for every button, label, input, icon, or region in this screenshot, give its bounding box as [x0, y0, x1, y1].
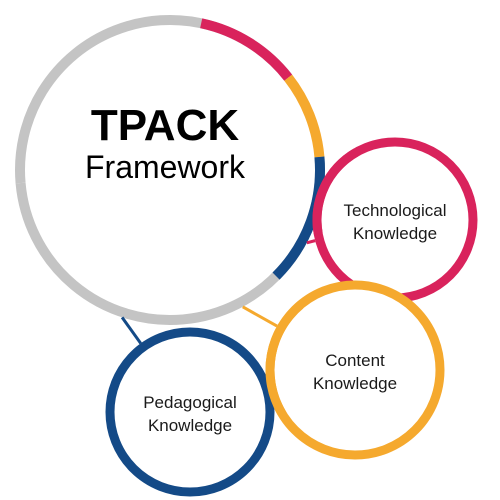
connector-tech: [307, 241, 315, 243]
tpack-diagram: TechnologicalKnowledgeContentKnowledgePe…: [0, 0, 500, 500]
title-line1: TPACK: [91, 101, 240, 150]
node-label1-content: Content: [325, 351, 385, 370]
node-label2-pedag: Knowledge: [148, 416, 232, 435]
connector-content: [243, 307, 277, 326]
node-ring-pedag: [110, 332, 270, 492]
node-label1-pedag: Pedagogical: [143, 393, 237, 412]
node-label2-content: Knowledge: [313, 374, 397, 393]
title-line2: Framework: [85, 149, 246, 185]
node-pedag: Pedagogical Knowledge: [110, 332, 270, 492]
node-label1-tech: Technological: [343, 201, 446, 220]
node-label2-tech: Knowledge: [353, 224, 437, 243]
